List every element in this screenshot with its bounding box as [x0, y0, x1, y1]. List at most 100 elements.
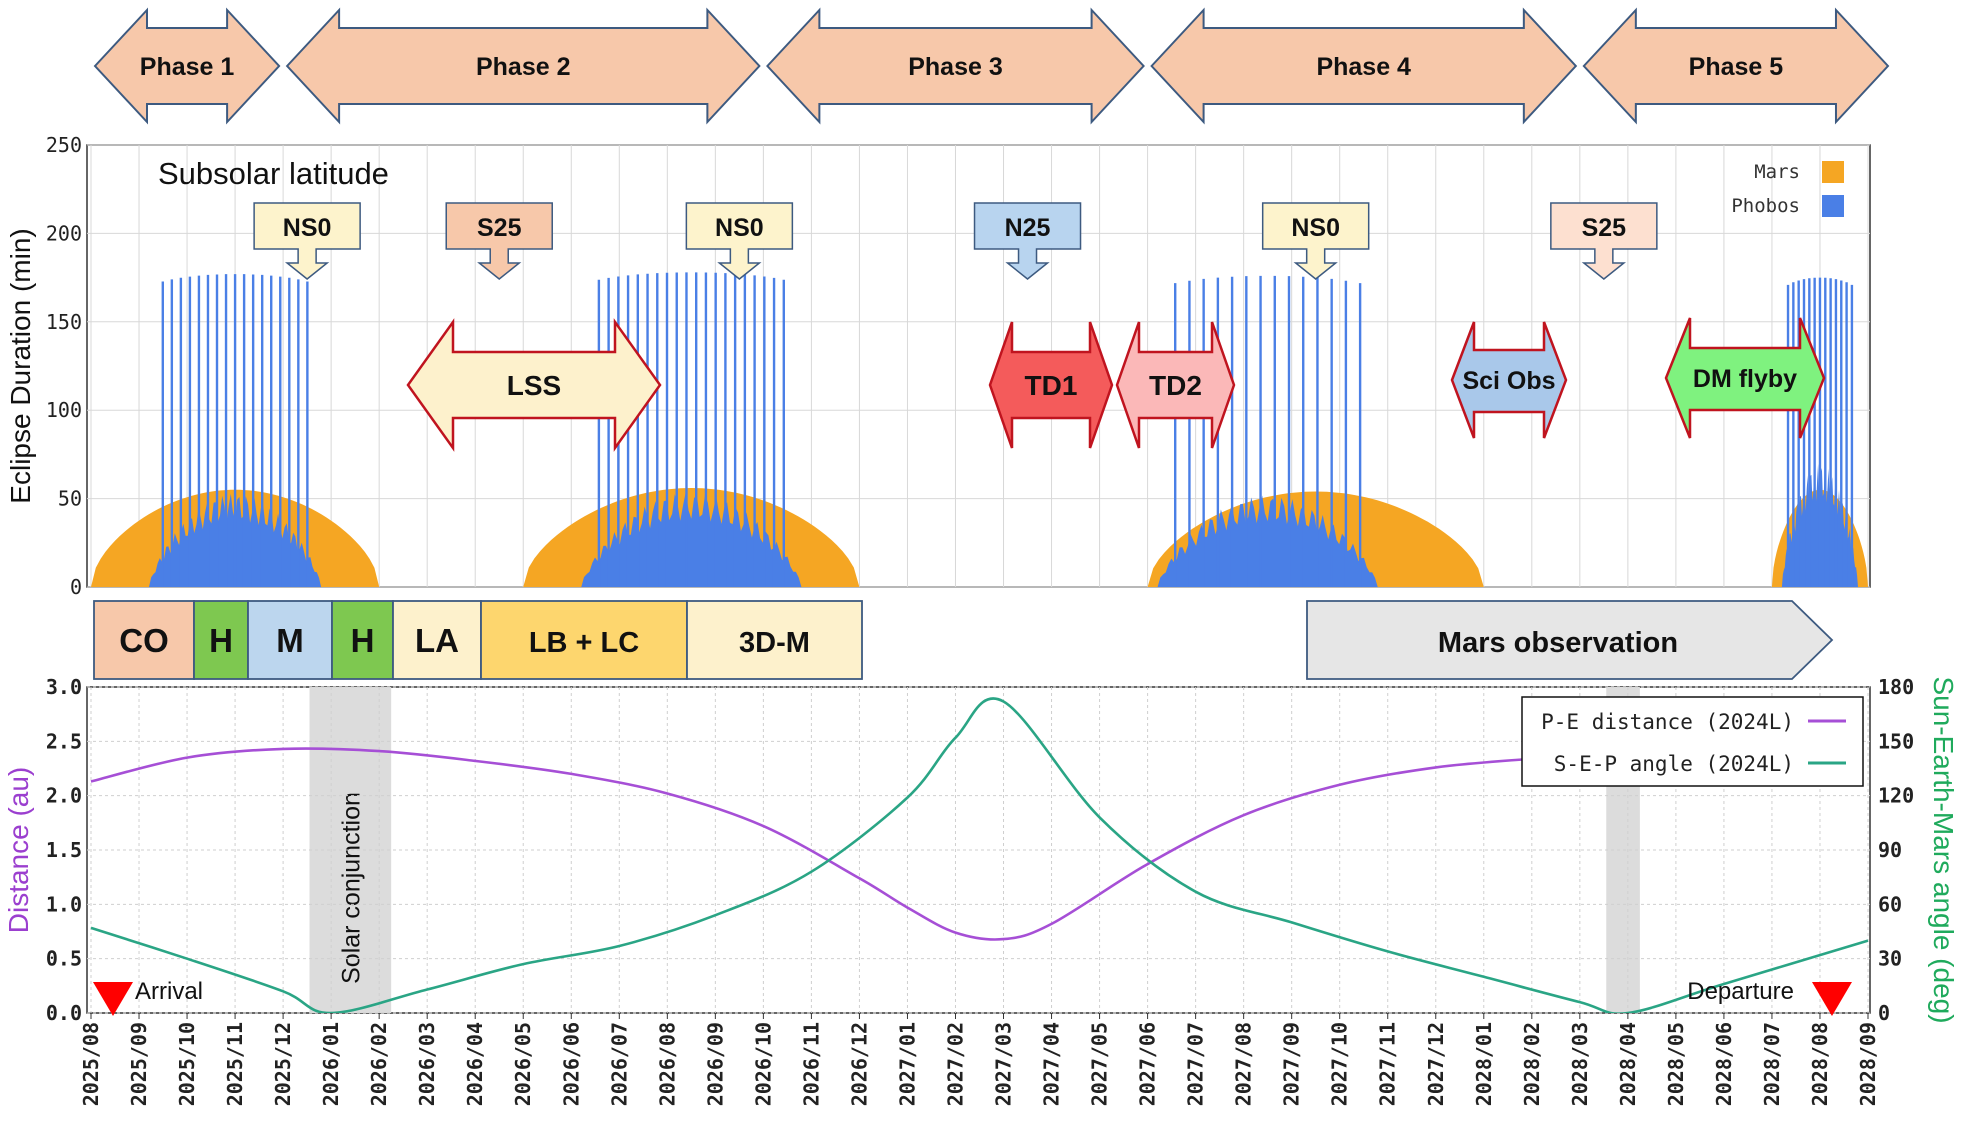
x-tick-label: 2027/01 — [895, 1022, 919, 1106]
latitude-callouts: NS0 S25 NS0 N25 NS0 S25 — [253, 202, 1658, 280]
x-tick-label: 2027/12 — [1424, 1022, 1448, 1106]
mars-observation-arrow: Mars observation — [1306, 600, 1834, 680]
x-tick-label: 2025/11 — [223, 1022, 247, 1106]
x-tick-label: 2025/09 — [127, 1022, 151, 1106]
y-tick-label: 0 — [70, 575, 82, 599]
x-tick-label: 2026/07 — [607, 1022, 631, 1106]
phase-label: Phase 3 — [908, 53, 1003, 81]
latitude-callout-box — [445, 202, 553, 280]
x-tick-label: 2026/04 — [463, 1022, 487, 1106]
legend-swatch — [1822, 195, 1844, 217]
latitude-callout-label: NS0 — [1291, 214, 1340, 242]
operation-arrow — [988, 321, 1114, 449]
date-x-ticks: 2025/08 2025/09 2025/10 2025/11 2025/12 2026/… — [79, 1013, 1880, 1106]
x-tick-label: 2027/10 — [1328, 1022, 1352, 1106]
phase-arrows: Phase 1 Phase 2 Phase 3 Phase 4 Phase 5 — [93, 7, 1890, 125]
series-line — [90, 747, 1580, 941]
marker-label: Arrival — [135, 978, 203, 1005]
phobos-eclipse-region — [581, 492, 802, 587]
legend-swatch — [1822, 161, 1844, 183]
phase-arrow — [766, 7, 1145, 125]
y-tick-label: 1.5 — [46, 838, 82, 862]
observation-arrow — [1306, 600, 1834, 680]
latitude-callout-box — [253, 202, 361, 280]
x-tick-label: 2027/11 — [1376, 1022, 1400, 1106]
latitude-callout-label: S25 — [1582, 214, 1627, 242]
eclipse-y-ticks: 0 50 100 150 200 250 — [46, 133, 82, 599]
phase-label: Phase 2 — [476, 53, 571, 81]
operation-label: DM flyby — [1693, 365, 1797, 393]
x-tick-label: 2026/02 — [367, 1022, 391, 1106]
operation-label: Sci Obs — [1462, 367, 1555, 395]
x-tick-label: 2025/12 — [271, 1022, 295, 1106]
y-tick-label: 0.5 — [46, 947, 82, 971]
phobos-eclipse-region — [1157, 495, 1378, 587]
x-tick-label: 2028/05 — [1664, 1022, 1688, 1106]
eclipse-series — [91, 272, 1868, 587]
latitude-callout-box — [1261, 202, 1370, 280]
x-tick-label: 2028/03 — [1568, 1022, 1592, 1106]
mission-block-label: LB + LC — [529, 627, 639, 659]
y-tick-label: 1.0 — [46, 892, 82, 916]
mission-block — [480, 600, 688, 680]
x-tick-label: 2026/08 — [655, 1022, 679, 1106]
y-tick-label: 2.0 — [46, 784, 82, 808]
legend-box — [1521, 696, 1864, 787]
x-tick-label: 2028/09 — [1856, 1022, 1880, 1106]
operation-arrow — [1115, 321, 1236, 449]
operation-label: LSS — [507, 370, 561, 401]
mission-block — [686, 600, 863, 680]
distance-legend: P-E distance (2024L) S-E-P angle (2024L) — [1521, 696, 1864, 787]
operation-label: TD1 — [1025, 370, 1078, 401]
phase-arrow — [1150, 7, 1578, 125]
x-tick-label: 2028/08 — [1808, 1022, 1832, 1106]
mission-block-label: M — [276, 622, 304, 659]
distance-y-ticks: 0.0 0.5 1.0 1.5 2.0 2.5 3.0 — [46, 675, 82, 1025]
x-tick-label: 2026/11 — [799, 1022, 823, 1106]
marker-triangle — [1811, 982, 1852, 1016]
x-tick-label: 2028/01 — [1472, 1022, 1496, 1106]
x-tick-label: 2027/04 — [1040, 1022, 1064, 1106]
arrival-departure-markers: Arrival Departure — [93, 978, 1852, 1016]
y-tick-label: 250 — [46, 133, 82, 157]
mission-block-label: 3D-M — [739, 627, 810, 659]
x-tick-label: 2027/09 — [1280, 1022, 1304, 1106]
x-tick-label: 2027/02 — [943, 1022, 967, 1106]
x-tick-label: 2027/08 — [1232, 1022, 1256, 1106]
y2-tick-label: 180 — [1878, 675, 1914, 699]
operation-arrow — [1450, 321, 1568, 439]
phase-label: Phase 4 — [1316, 53, 1411, 81]
y-tick-label: 200 — [46, 221, 82, 245]
phase-label: Phase 5 — [1689, 53, 1784, 81]
x-tick-label: 2026/01 — [319, 1022, 343, 1106]
latitude-callout-label: N25 — [1005, 214, 1051, 242]
observation-label: Mars observation — [1438, 627, 1678, 659]
series-line — [90, 697, 1869, 1013]
x-tick-label: 2027/07 — [1184, 1022, 1208, 1106]
distance-grid — [87, 686, 1870, 1014]
y-tick-label: 2.5 — [46, 729, 82, 753]
mission-block — [193, 600, 249, 680]
phase-arrow — [285, 7, 761, 125]
eclipse-y-axis-label: Eclipse Duration (min) — [5, 228, 36, 503]
y-tick-label: 0.0 — [46, 1001, 82, 1025]
y2-tick-label: 60 — [1878, 892, 1902, 916]
angle-y-axis-label: Sun-Earth-Mars angle (deg) — [1928, 676, 1959, 1023]
mission-block-label: H — [209, 622, 233, 659]
phase-label: Phase 1 — [140, 53, 235, 81]
distance-y-axis-label: Distance (au) — [3, 767, 34, 934]
mission-block — [93, 600, 195, 680]
x-tick-label: 2028/04 — [1616, 1022, 1640, 1106]
x-tick-label: 2028/07 — [1760, 1022, 1784, 1106]
marker-triangle — [93, 982, 133, 1016]
latitude-callout-box — [973, 202, 1082, 280]
x-tick-label: 2026/10 — [751, 1022, 775, 1106]
y-tick-label: 3.0 — [46, 675, 82, 699]
phase-arrow — [93, 7, 281, 125]
x-tick-label: 2026/09 — [703, 1022, 727, 1106]
x-tick-label: 2028/06 — [1712, 1022, 1736, 1106]
latitude-callout-box — [1550, 202, 1658, 280]
y-tick-label: 50 — [58, 487, 82, 511]
angle-y-ticks: 0 30 60 90 120 150 180 — [1878, 675, 1914, 1025]
